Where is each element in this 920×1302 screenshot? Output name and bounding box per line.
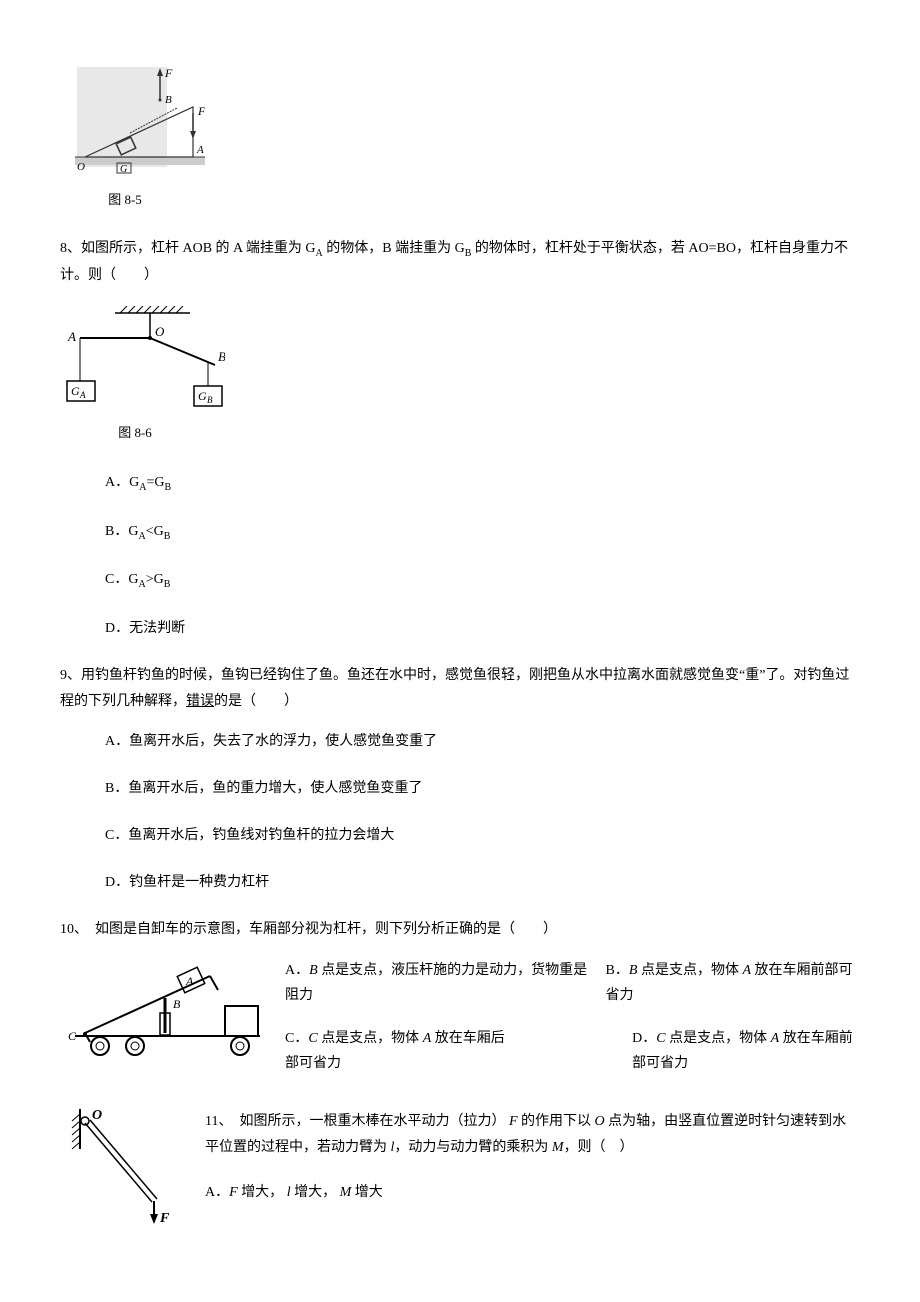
svg-text:B: B [173, 997, 181, 1011]
q8-options: A．GA=GB B．GA<GB C．GA>GB D．无法判断 [105, 470, 860, 642]
q10-option-b: B．B 点是支点，物体 A 放在车厢前部可省力 [606, 958, 860, 1008]
q8-number: 8、 [60, 241, 81, 256]
fig-q10-svg: A B C [60, 958, 265, 1058]
q8-option-a: A．GA=GB [105, 470, 860, 497]
q9-underlined: 错误 [186, 694, 214, 709]
q8-option-c: C．GA>GB [105, 567, 860, 594]
q9-text-after: 的是（ ） [214, 694, 298, 709]
q9-option-d: D．钓鱼杆是一种费力杠杆 [105, 870, 860, 895]
svg-text:F: F [159, 1211, 170, 1224]
svg-text:F: F [197, 104, 205, 118]
question-9: 9、用钓鱼杆钓鱼的时候，鱼钩已经钩住了鱼。鱼还在水中时，感觉鱼很轻，刚把鱼从水中… [60, 663, 860, 895]
q10-text: 10、 如图是自卸车的示意图，车厢部分视为杠杆，则下列分析正确的是（ ） [60, 917, 860, 942]
svg-text:F: F [164, 66, 173, 80]
svg-text:A: A [79, 390, 86, 400]
svg-text:B: B [218, 349, 225, 364]
fig-8-6-svg: O A B G A G B [60, 303, 225, 418]
question-11: O F 11、 如图所示，一根重木棒在水平动力（拉力） F 的作用下以 O 点为… [60, 1109, 860, 1224]
svg-text:A: A [67, 329, 76, 344]
q11-number: 11、 [205, 1114, 225, 1129]
q10-text-main: 如图是自卸车的示意图，车厢部分视为杠杆，则下列分析正确的是（ ） [81, 922, 557, 937]
figure-8-6-caption: 图 8-6 [60, 421, 210, 444]
q9-option-c: C．鱼离开水后，钓鱼线对钓鱼杆的拉力会增大 [105, 823, 860, 848]
q10-option-a: A．B 点是支点，液压杆施的力是动力，货物重是阻力 [285, 958, 591, 1008]
q9-text: 9、用钓鱼杆钓鱼的时候，鱼钩已经钩住了鱼。鱼还在水中时，感觉鱼很轻，刚把鱼从水中… [60, 663, 860, 713]
q10-option-c: C．C 点是支点，物体 A 放在车厢后部可省力 [285, 1026, 512, 1076]
svg-text:A: A [185, 974, 194, 988]
svg-text:A: A [196, 144, 204, 156]
svg-text:C: C [68, 1029, 77, 1043]
fig-8-5-svg: F B F A O G [75, 65, 205, 185]
figure-8-5-caption: 图 8-5 [75, 188, 175, 211]
fig-q11-svg: O F [60, 1109, 180, 1224]
q11-text: 11、 如图所示，一根重木棒在水平动力（拉力） F 的作用下以 O 点为轴，由竖… [205, 1109, 860, 1159]
svg-text:O: O [92, 1109, 102, 1123]
svg-text:B: B [207, 395, 213, 405]
svg-text:G: G [120, 164, 127, 175]
q9-options: A．鱼离开水后，失去了水的浮力，使人感觉鱼变重了 B．鱼离开水后，鱼的重力增大，… [105, 729, 860, 896]
q9-number: 9、 [60, 668, 81, 683]
figure-q11: O F [60, 1109, 180, 1224]
q8-sub-a: A [316, 248, 323, 259]
q8-text-part2: 的物体，B 端挂重为 G [323, 241, 465, 256]
svg-text:G: G [71, 384, 80, 398]
question-8: 8、如图所示，杠杆 AOB 的 A 端挂重为 GA 的物体，B 端挂重为 GB … [60, 236, 860, 641]
svg-text:B: B [165, 94, 172, 106]
q8-text: 8、如图所示，杠杆 AOB 的 A 端挂重为 GA 的物体，B 端挂重为 GB … [60, 236, 860, 288]
question-10: 10、 如图是自卸车的示意图，车厢部分视为杠杆，则下列分析正确的是（ ） A B [60, 917, 860, 1094]
q8-text-part1: 如图所示，杠杆 AOB 的 A 端挂重为 G [81, 241, 316, 256]
q10-number: 10、 [60, 922, 81, 937]
q9-option-a: A．鱼离开水后，失去了水的浮力，使人感觉鱼变重了 [105, 729, 860, 754]
q9-option-b: B．鱼离开水后，鱼的重力增大，使人感觉鱼变重了 [105, 776, 860, 801]
svg-text:O: O [155, 324, 165, 339]
q10-options-block: A．B 点是支点，液压杆施的力是动力，货物重是阻力 B．B 点是支点，物体 A … [285, 958, 860, 1095]
figure-q10: A B C [60, 958, 265, 1058]
q10-option-d: D．C 点是支点，物体 A 放在车厢前部可省力 [632, 1026, 860, 1076]
figure-8-6: O A B G A G B 图 8-6 [60, 303, 860, 444]
q8-option-d: D．无法判断 [105, 616, 860, 641]
figure-8-5: F B F A O G 图 8-5 [75, 65, 860, 211]
q9-text-main: 用钓鱼杆钓鱼的时候，鱼钩已经钩住了鱼。鱼还在水中时，感觉鱼很轻，刚把鱼从水中拉离… [60, 668, 849, 708]
q11-option-a: A．F 增大， l 增大， M 增大 [205, 1180, 860, 1205]
q8-option-b: B．GA<GB [105, 519, 860, 546]
svg-text:O: O [77, 161, 85, 173]
svg-text:G: G [198, 389, 207, 403]
